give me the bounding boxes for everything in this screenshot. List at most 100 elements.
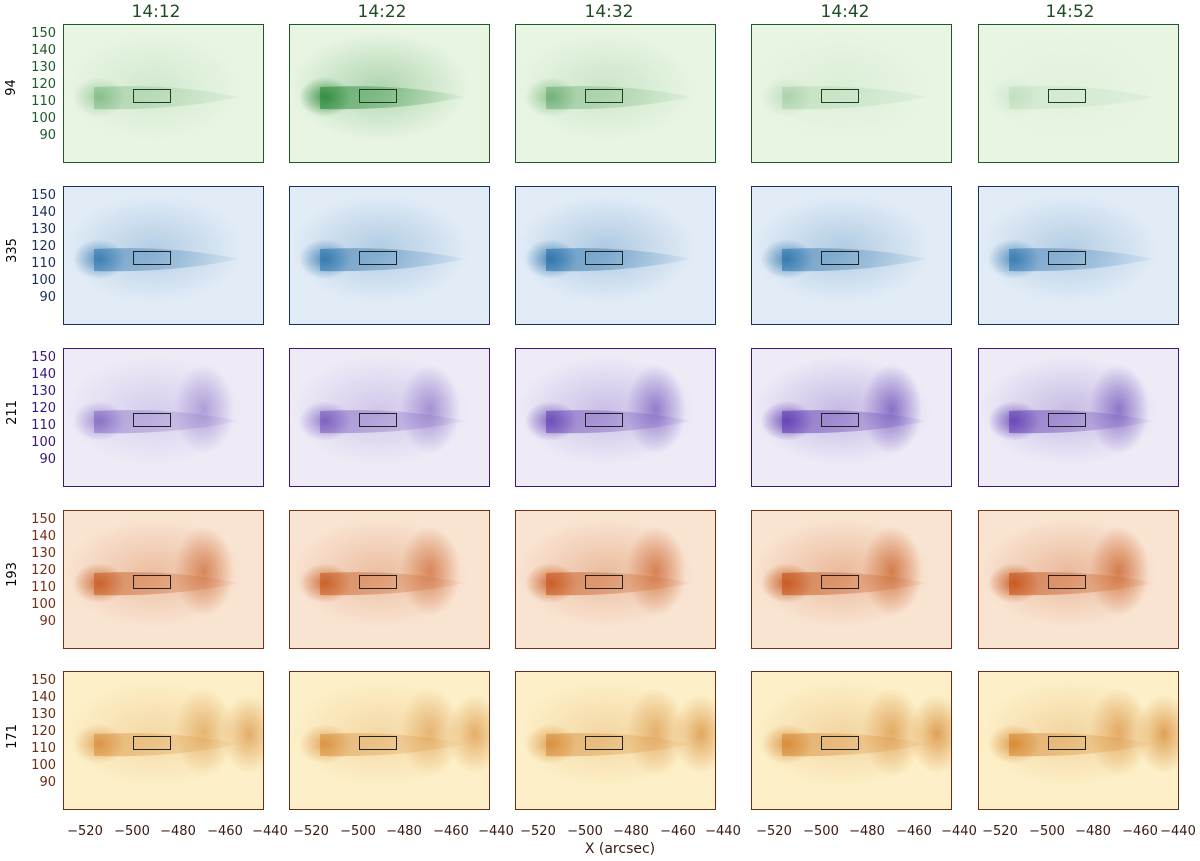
panel-211-1	[63, 348, 264, 487]
y-tick-label: 120	[31, 401, 56, 416]
row-label-171: 171	[4, 724, 20, 749]
analysis-box	[359, 251, 397, 265]
panel-335-3	[515, 186, 716, 325]
panel-94-2	[289, 24, 490, 163]
emission-image	[290, 194, 470, 304]
emission-image	[290, 32, 470, 142]
panel-335-1	[63, 186, 264, 325]
panel-94-5	[978, 24, 1179, 163]
emission-image	[516, 194, 696, 304]
y-tick-label: 130	[31, 546, 56, 561]
emission-image	[752, 194, 932, 304]
y-tick-label: 150	[31, 350, 56, 365]
emission-image	[516, 356, 696, 466]
emission-image	[752, 356, 932, 466]
analysis-box	[359, 413, 397, 427]
y-tick-label: 100	[31, 758, 56, 773]
x-tick-460: −460	[660, 824, 696, 839]
x-tick-520: −520	[982, 824, 1018, 839]
y-tick-label: 130	[31, 60, 56, 75]
analysis-box	[585, 736, 623, 750]
emission-image	[752, 518, 932, 628]
y-tick-label: 130	[31, 222, 56, 237]
emission-image	[290, 356, 470, 466]
analysis-box	[133, 251, 171, 265]
analysis-box	[821, 251, 859, 265]
y-tick-label: 140	[31, 690, 56, 705]
y-tick-label: 100	[31, 597, 56, 612]
x-tick-500: −500	[567, 824, 603, 839]
emission-image	[290, 518, 470, 628]
panel-171-4	[751, 671, 952, 810]
y-tick-label: 130	[31, 707, 56, 722]
panel-171-1	[63, 671, 264, 810]
analysis-box	[359, 89, 397, 103]
y-tick-label: 120	[31, 239, 56, 254]
y-tick-label: 90	[39, 290, 56, 305]
y-tick-label: 140	[31, 43, 56, 58]
x-tick-500: −500	[340, 824, 376, 839]
analysis-box	[585, 251, 623, 265]
analysis-box	[359, 736, 397, 750]
emission-image	[64, 356, 244, 466]
y-tick-label: 140	[31, 367, 56, 382]
y-tick-label: 140	[31, 205, 56, 220]
y-tick-label: 150	[31, 26, 56, 41]
emission-image	[64, 679, 263, 789]
panel-211-4	[751, 348, 952, 487]
analysis-box	[1048, 575, 1086, 589]
emission-image	[516, 679, 715, 789]
x-tick-460: −460	[433, 824, 469, 839]
row-label-335: 335	[4, 238, 20, 263]
panel-94-3	[515, 24, 716, 163]
panel-335-5	[978, 186, 1179, 325]
panel-193-2	[289, 510, 490, 649]
analysis-box	[359, 575, 397, 589]
emission-image	[290, 679, 489, 789]
y-tick-label: 140	[31, 529, 56, 544]
emission-image	[979, 194, 1159, 304]
row-label-193: 193	[4, 562, 20, 587]
emission-image	[979, 356, 1159, 466]
analysis-box	[821, 575, 859, 589]
y-tick-label: 110	[31, 94, 56, 109]
x-tick-460: −460	[896, 824, 932, 839]
panel-193-3	[515, 510, 716, 649]
x-tick-520: −520	[293, 824, 329, 839]
emission-image	[516, 518, 696, 628]
panel-193-5	[978, 510, 1179, 649]
y-tick-label: 150	[31, 512, 56, 527]
panel-211-5	[978, 348, 1179, 487]
x-tick-500: −500	[114, 824, 150, 839]
y-tick-label: 100	[31, 435, 56, 450]
column-title-3: 14:32	[584, 2, 634, 22]
x-tick-460: −460	[1122, 824, 1158, 839]
column-title-2: 14:22	[357, 2, 407, 22]
analysis-box	[1048, 251, 1086, 265]
analysis-box	[133, 89, 171, 103]
column-title-5: 14:52	[1045, 2, 1095, 22]
analysis-box	[585, 89, 623, 103]
y-tick-label: 90	[39, 452, 56, 467]
analysis-box	[1048, 736, 1086, 750]
y-tick-label: 150	[31, 673, 56, 688]
x-tick-520: −520	[67, 824, 103, 839]
emission-image	[979, 679, 1178, 789]
panel-193-4	[751, 510, 952, 649]
y-tick-label: 110	[31, 256, 56, 271]
x-tick-440: −440	[1160, 824, 1196, 839]
panel-94-1	[63, 24, 264, 163]
x-tick-500: −500	[803, 824, 839, 839]
column-title-1: 14:12	[131, 2, 181, 22]
x-tick-440: −440	[478, 824, 514, 839]
y-tick-label: 110	[31, 580, 56, 595]
x-tick-480: −480	[386, 824, 422, 839]
y-tick-label: 90	[39, 128, 56, 143]
analysis-box	[585, 575, 623, 589]
analysis-box	[585, 413, 623, 427]
y-tick-label: 120	[31, 563, 56, 578]
y-tick-label: 150	[31, 188, 56, 203]
emission-image	[64, 518, 244, 628]
y-tick-label: 90	[39, 614, 56, 629]
